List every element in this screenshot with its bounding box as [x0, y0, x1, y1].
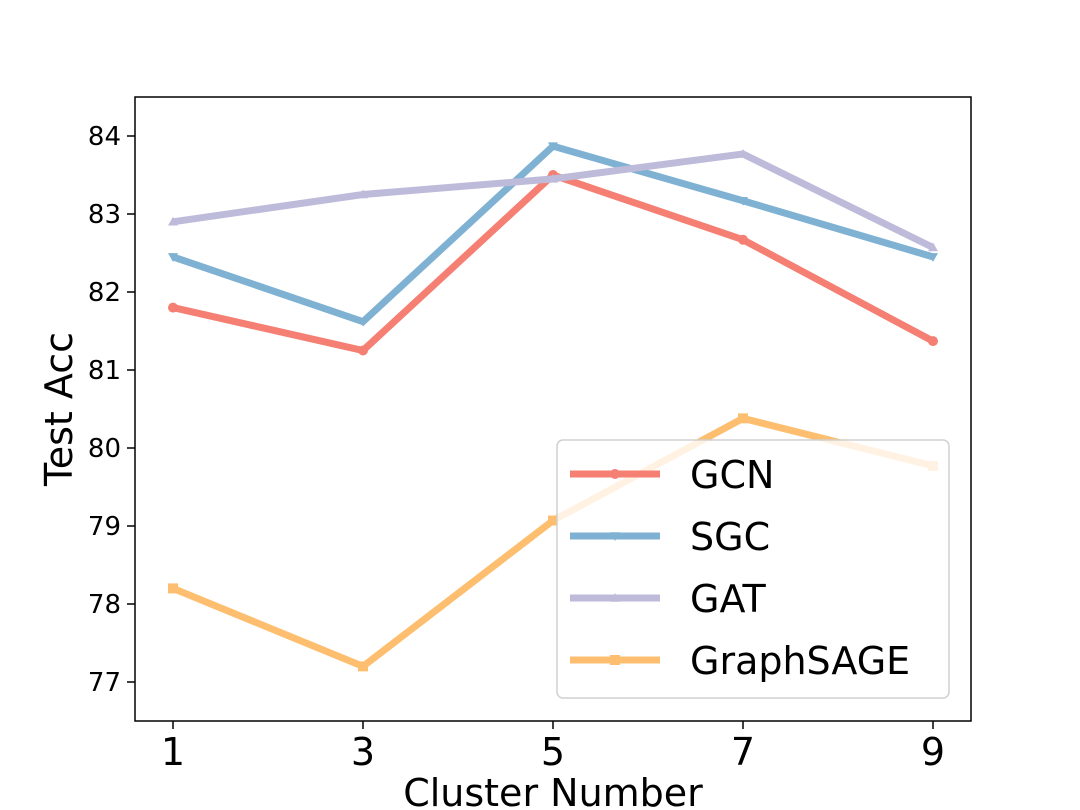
x-tick-label: 1 — [161, 730, 185, 774]
data-point-gat — [358, 189, 368, 199]
legend-frame — [556, 439, 950, 699]
legend-entry-sgc: SGC — [570, 515, 770, 559]
data-point-sgc — [358, 317, 368, 327]
data-point-graphsage — [548, 515, 558, 526]
x-tick-label: 7 — [731, 730, 755, 774]
legend-marker — [610, 532, 620, 541]
data-point-sgc — [928, 253, 938, 262]
y-tick-label: 79 — [88, 512, 121, 542]
data-point-sgc — [548, 142, 558, 152]
data-point-sgc — [168, 253, 178, 262]
y-tick-label: 81 — [88, 356, 121, 386]
series-layer — [168, 142, 938, 672]
data-point-gcn — [358, 345, 368, 356]
y-tick-label: 84 — [88, 122, 121, 152]
legend-marker — [610, 593, 620, 602]
y-tick-label: 83 — [88, 200, 121, 230]
legend-entry-graphsage: GraphSAGE — [570, 639, 910, 683]
series-sgc — [168, 142, 938, 327]
y-tick-label: 82 — [88, 278, 121, 308]
x-tick-label: 5 — [541, 730, 565, 774]
legend-label: SGC — [690, 515, 770, 559]
series-line-gcn — [172, 171, 935, 355]
legend-marker — [610, 655, 620, 665]
data-point-gcn — [928, 336, 938, 347]
y-tick-label: 77 — [88, 668, 121, 698]
data-point-graphsage — [358, 661, 368, 672]
data-point-gat — [168, 216, 178, 226]
data-point-gat — [928, 242, 938, 252]
data-point-sgc — [738, 196, 748, 206]
data-point-gat — [548, 173, 558, 183]
legend-label: GAT — [690, 577, 766, 621]
legend: GCN SGC GAT GraphSAGE — [556, 439, 950, 699]
legend-entry-gcn: GCN — [570, 453, 774, 497]
data-point-gcn — [738, 234, 748, 245]
x-tick-label: 9 — [921, 730, 945, 774]
legend-label: GCN — [690, 453, 774, 497]
y-axis-label: Test Acc — [37, 332, 81, 487]
legend-entry-gat: GAT — [570, 577, 766, 621]
x-tick-label: 3 — [351, 730, 375, 774]
legend-label: GraphSAGE — [690, 639, 910, 683]
y-tick-label: 80 — [88, 434, 121, 464]
legend-marker — [610, 469, 620, 479]
data-point-graphsage — [168, 583, 178, 594]
x-axis-label: Cluster Number — [403, 771, 703, 810]
data-point-gcn — [168, 302, 178, 313]
y-tick-label: 78 — [88, 590, 121, 620]
data-point-graphsage — [738, 413, 748, 424]
series-gat — [168, 148, 938, 252]
series-gcn — [168, 170, 938, 356]
series-line-gat — [172, 150, 935, 251]
data-point-gat — [738, 148, 748, 158]
